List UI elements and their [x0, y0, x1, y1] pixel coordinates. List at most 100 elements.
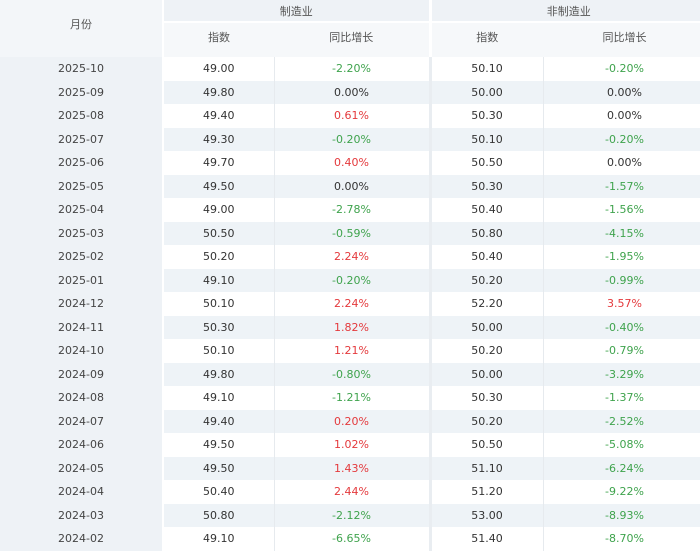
non-manufacturing-group-header: 非制造业: [430, 0, 700, 24]
non-manufacturing-index-cell: 50.80: [430, 221, 544, 245]
manufacturing-yoy-cell: -6.65%: [274, 527, 432, 551]
manufacturing-index-cell: 49.50: [163, 433, 275, 457]
table-row: 2024-09 49.80 -0.80% 50.00 -3.29%: [0, 362, 700, 386]
manufacturing-index-cell: 49.50: [163, 456, 275, 480]
non-manufacturing-index-cell: 51.10: [430, 456, 544, 480]
table-row: 2024-02 49.10 -6.65% 51.40 -8.70%: [0, 527, 700, 551]
non-manufacturing-index-cell: 50.00: [430, 80, 544, 104]
manufacturing-yoy-cell: -2.78%: [274, 198, 432, 222]
table-row: 2025-05 49.50 0.00% 50.30 -1.57%: [0, 174, 700, 198]
non-manufacturing-yoy-cell: -4.15%: [543, 221, 700, 245]
non-manufacturing-yoy-cell: -8.93%: [543, 503, 700, 527]
non-manufacturing-index-cell: 51.40: [430, 527, 544, 551]
non-manufacturing-index-cell: 50.50: [430, 151, 544, 175]
manufacturing-yoy-cell: 2.24%: [274, 245, 432, 269]
manufacturing-yoy-cell: 2.44%: [274, 480, 432, 504]
manufacturing-yoy-cell: 1.02%: [274, 433, 432, 457]
manufacturing-yoy-cell: -1.21%: [274, 386, 432, 410]
non-manufacturing-index-cell: 50.30: [430, 104, 544, 128]
month-cell: 2025-09: [0, 80, 164, 104]
non-manufacturing-index-cell: 50.10: [430, 127, 544, 151]
month-cell: 2025-07: [0, 127, 164, 151]
month-cell: 2025-01: [0, 268, 164, 292]
table-row: 2024-07 49.40 0.20% 50.20 -2.52%: [0, 409, 700, 433]
manufacturing-index-header: 指数: [163, 22, 274, 57]
month-cell: 2025-02: [0, 245, 164, 269]
manufacturing-yoy-cell: -2.20%: [274, 57, 432, 81]
month-cell: 2024-11: [0, 315, 164, 339]
table-row: 2024-05 49.50 1.43% 51.10 -6.24%: [0, 456, 700, 480]
manufacturing-index-cell: 49.10: [163, 268, 275, 292]
table-row: 2024-08 49.10 -1.21% 50.30 -1.37%: [0, 386, 700, 410]
manufacturing-yoy-header: 同比增长: [274, 22, 432, 57]
non-manufacturing-index-cell: 50.00: [430, 362, 544, 386]
non-manufacturing-index-cell: 50.40: [430, 245, 544, 269]
non-manufacturing-yoy-cell: -1.95%: [543, 245, 700, 269]
non-manufacturing-index-cell: 50.30: [430, 174, 544, 198]
manufacturing-group-header: 制造业: [163, 0, 432, 24]
non-manufacturing-yoy-cell: -0.20%: [543, 57, 700, 81]
month-cell: 2024-04: [0, 480, 164, 504]
non-manufacturing-yoy-cell: -1.37%: [543, 386, 700, 410]
manufacturing-index-cell: 49.70: [163, 151, 275, 175]
month-cell: 2024-07: [0, 409, 164, 433]
non-manufacturing-index-cell: 50.30: [430, 386, 544, 410]
table-row: 2025-08 49.40 0.61% 50.30 0.00%: [0, 104, 700, 128]
table-row: 2025-04 49.00 -2.78% 50.40 -1.56%: [0, 198, 700, 222]
manufacturing-yoy-cell: 2.24%: [274, 292, 432, 316]
table-row: 2024-03 50.80 -2.12% 53.00 -8.93%: [0, 503, 700, 527]
manufacturing-index-cell: 50.10: [163, 292, 275, 316]
non-manufacturing-index-cell: 51.20: [430, 480, 544, 504]
non-manufacturing-yoy-cell: 0.00%: [543, 104, 700, 128]
non-manufacturing-yoy-cell: -3.29%: [543, 362, 700, 386]
non-manufacturing-yoy-cell: 0.00%: [543, 80, 700, 104]
non-manufacturing-yoy-cell: 3.57%: [543, 292, 700, 316]
month-cell: 2024-06: [0, 433, 164, 457]
non-manufacturing-yoy-cell: -8.70%: [543, 527, 700, 551]
non-manufacturing-yoy-cell: -5.08%: [543, 433, 700, 457]
month-cell: 2024-09: [0, 362, 164, 386]
month-cell: 2025-06: [0, 151, 164, 175]
table-row: 2025-03 50.50 -0.59% 50.80 -4.15%: [0, 221, 700, 245]
manufacturing-index-cell: 49.80: [163, 362, 275, 386]
manufacturing-index-cell: 49.30: [163, 127, 275, 151]
month-cell: 2025-08: [0, 104, 164, 128]
manufacturing-index-cell: 50.10: [163, 339, 275, 363]
non-manufacturing-yoy-cell: -0.40%: [543, 315, 700, 339]
table-row: 2024-11 50.30 1.82% 50.00 -0.40%: [0, 315, 700, 339]
non-manufacturing-index-cell: 50.10: [430, 57, 544, 81]
table-row: 2024-04 50.40 2.44% 51.20 -9.22%: [0, 480, 700, 504]
non-manufacturing-yoy-cell: -1.56%: [543, 198, 700, 222]
non-manufacturing-yoy-cell: -2.52%: [543, 409, 700, 433]
table-row: 2025-06 49.70 0.40% 50.50 0.00%: [0, 151, 700, 175]
non-manufacturing-index-header: 指数: [430, 22, 543, 57]
manufacturing-yoy-cell: 0.20%: [274, 409, 432, 433]
manufacturing-index-cell: 49.50: [163, 174, 275, 198]
manufacturing-index-cell: 49.80: [163, 80, 275, 104]
month-cell: 2024-10: [0, 339, 164, 363]
table-row: 2025-07 49.30 -0.20% 50.10 -0.20%: [0, 127, 700, 151]
non-manufacturing-yoy-cell: -0.79%: [543, 339, 700, 363]
non-manufacturing-yoy-cell: -9.22%: [543, 480, 700, 504]
non-manufacturing-yoy-header: 同比增长: [543, 22, 700, 57]
month-cell: 2025-10: [0, 57, 164, 81]
manufacturing-yoy-cell: -0.20%: [274, 268, 432, 292]
table-row: 2025-02 50.20 2.24% 50.40 -1.95%: [0, 245, 700, 269]
table-row: 2024-06 49.50 1.02% 50.50 -5.08%: [0, 433, 700, 457]
manufacturing-index-cell: 50.30: [163, 315, 275, 339]
month-cell: 2025-05: [0, 174, 164, 198]
manufacturing-index-cell: 50.50: [163, 221, 275, 245]
non-manufacturing-yoy-cell: -0.99%: [543, 268, 700, 292]
manufacturing-index-cell: 50.40: [163, 480, 275, 504]
non-manufacturing-index-cell: 50.20: [430, 268, 544, 292]
manufacturing-index-cell: 50.20: [163, 245, 275, 269]
manufacturing-yoy-cell: -2.12%: [274, 503, 432, 527]
non-manufacturing-index-cell: 50.20: [430, 409, 544, 433]
month-cell: 2024-02: [0, 527, 164, 551]
month-cell: 2024-12: [0, 292, 164, 316]
month-cell: 2025-03: [0, 221, 164, 245]
month-cell: 2024-03: [0, 503, 164, 527]
table-row: 2024-12 50.10 2.24% 52.20 3.57%: [0, 292, 700, 316]
manufacturing-index-cell: 49.10: [163, 386, 275, 410]
manufacturing-yoy-cell: 1.82%: [274, 315, 432, 339]
